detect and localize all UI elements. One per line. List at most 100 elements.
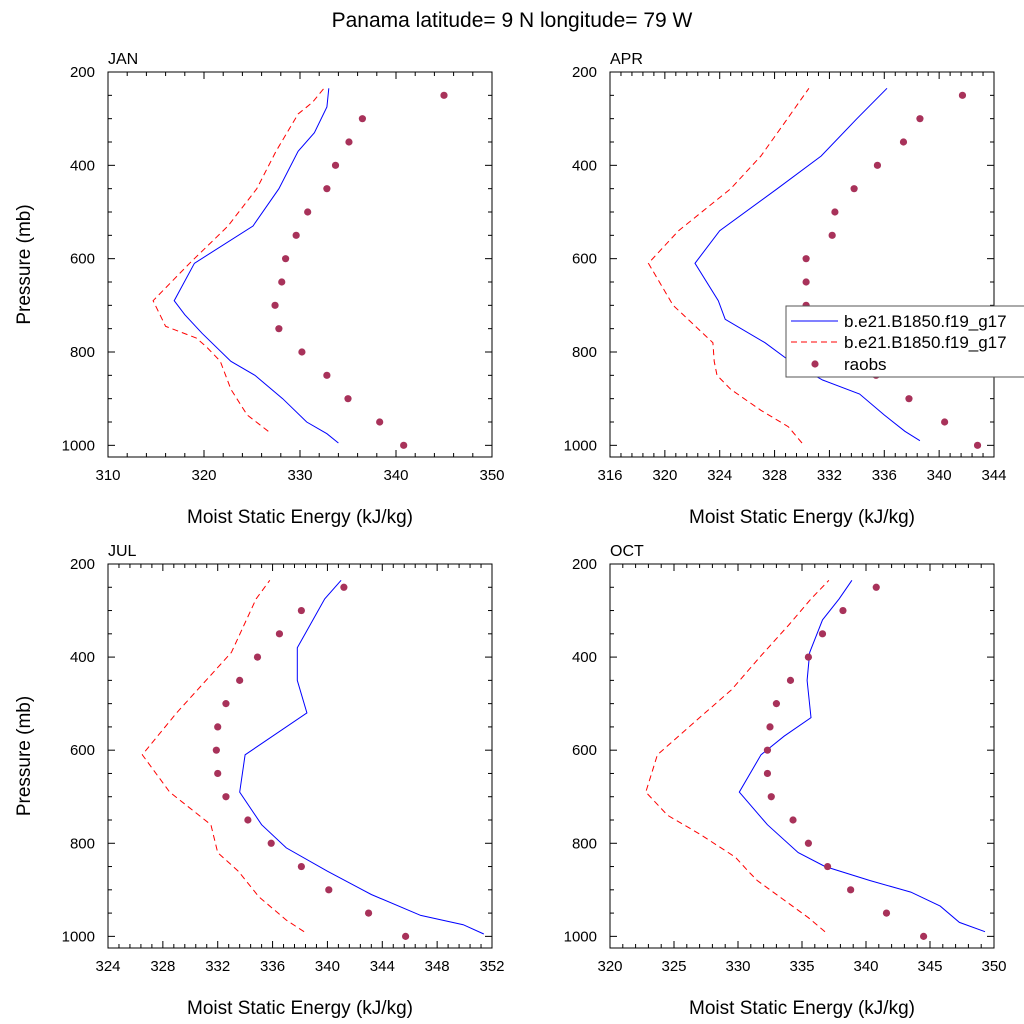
apr-model2-dashed-line (647, 88, 810, 444)
oct-x-tick-label: 335 (789, 958, 814, 975)
oct-raobs-point (804, 839, 813, 847)
jul-x-axis-label: Moist Static Energy (kJ/kg) (187, 998, 413, 1019)
jan-x-tick-label: 350 (479, 467, 504, 484)
jan-y-tick-label: 600 (70, 251, 95, 268)
jan-model1-solid-line (173, 88, 339, 444)
apr-y-tick-label: 1000 (564, 437, 597, 454)
apr-raobs-point (973, 441, 982, 449)
jul-y-tick-label: 200 (70, 556, 95, 573)
jan-raobs-point (358, 115, 366, 123)
legend: b.e21.B1850.f19_g17 b.e21.B1850.f19_g17ra… (785, 305, 1024, 378)
apr-y-tick-label: 600 (572, 251, 597, 268)
oct-raobs-point (920, 932, 928, 940)
figure-title: Panama latitude= 9 N longitude= 79 W (332, 9, 693, 32)
oct-panel-title: OCT (610, 543, 644, 560)
jan-panel: 310 320 330 340 350 200 400 600 800 1000 JAN Moist … (14, 51, 505, 528)
oct-raobs-point (786, 676, 795, 684)
oct-raobs-point (763, 769, 772, 778)
jul-raobs-point (364, 909, 373, 917)
apr-y-tick-label: 800 (572, 344, 597, 361)
oct-x-tick-label: 340 (853, 958, 878, 975)
jan-raobs-point (344, 395, 352, 403)
oct-y-tick-label: 400 (572, 649, 597, 666)
jul-x-tick-label: 332 (205, 958, 230, 975)
jul-raobs-point (267, 839, 275, 847)
jul-panel: 324 328 332 336 340 344 348 352 200 400 600 800 1000… (14, 543, 505, 1019)
jan-y-tick-label: 800 (70, 344, 95, 361)
apr-raobs-point (916, 115, 924, 123)
apr-plot-frame (609, 71, 995, 458)
jan-raobs-point (278, 278, 286, 286)
jul-raobs-point (244, 816, 252, 824)
oct-raobs-point (839, 606, 847, 615)
jul-y-tick-label: 1000 (62, 928, 95, 945)
jul-raobs-point (222, 793, 230, 801)
jul-raobs-point (222, 700, 230, 708)
apr-x-tick-label: 340 (927, 467, 952, 484)
oct-raobs-point (847, 886, 855, 894)
jan-x-tick-label: 320 (191, 467, 216, 484)
jul-raobs-point (340, 583, 348, 591)
jan-raobs-point (400, 441, 408, 449)
jul-x-tick-label: 348 (425, 958, 450, 975)
jul-raobs-point (402, 932, 410, 940)
oct-panel: 320 325 330 335 340 345 350 200 400 600 800 1000 OCT… (564, 543, 1007, 1019)
jan-x-tick-label: 340 (383, 467, 408, 484)
jan-raobs-point (304, 208, 312, 216)
jul-model1-solid-line (239, 579, 485, 935)
apr-raobs-point (831, 208, 839, 216)
apr-y-tick-label: 200 (572, 64, 597, 81)
jul-plot-frame (107, 563, 493, 949)
apr-raobs-point (850, 185, 858, 193)
oct-x-tick-label: 330 (725, 958, 750, 975)
jul-x-tick-label: 336 (260, 958, 285, 975)
oct-model2-dashed-line (645, 579, 830, 933)
apr-raobs-point (828, 231, 836, 239)
oct-x-tick-label: 320 (597, 958, 622, 975)
jul-raobs-point (297, 862, 305, 871)
oct-raobs-point (772, 700, 781, 708)
apr-raobs-point (941, 418, 949, 426)
jul-y-tick-label: 400 (70, 649, 95, 666)
apr-x-tick-label: 336 (872, 467, 897, 484)
jan-raobs-point (345, 138, 353, 146)
jan-y-tick-label: 200 (70, 64, 95, 81)
apr-raobs-point (899, 138, 908, 146)
oct-raobs-point (804, 653, 813, 661)
oct-x-axis-label: Moist Static Energy (kJ/kg) (689, 998, 915, 1019)
jul-y-tick-label: 600 (70, 742, 95, 759)
apr-raobs-point (958, 91, 967, 99)
jan-panel-title: JAN (108, 51, 138, 68)
jul-raobs-point (297, 606, 305, 615)
jul-x-tick-label: 344 (370, 958, 395, 975)
oct-raobs-point (767, 793, 775, 801)
oct-x-tick-label: 350 (981, 958, 1006, 975)
oct-y-tick-label: 200 (572, 556, 597, 573)
legend-entry-label: b.e21.B1850.f19_g17 (844, 312, 1007, 331)
jan-raobs-series (271, 91, 448, 449)
apr-x-tick-label: 344 (981, 467, 1006, 484)
jan-raobs-point (440, 91, 448, 99)
legend-entry-label: raobs (844, 355, 887, 374)
jul-x-tick-label: 324 (95, 958, 120, 975)
jan-y-tick-label: 1000 (62, 437, 95, 454)
jul-raobs-point (275, 630, 284, 638)
oct-x-tick-label: 325 (661, 958, 686, 975)
oct-raobs-point (824, 862, 832, 871)
jul-raobs-point (253, 653, 262, 661)
apr-x-tick-label: 320 (652, 467, 677, 484)
jan-raobs-point (292, 231, 300, 239)
apr-panel: 316 320 324 328 332 336 340 344 200 400 600 800 1000… (564, 51, 1007, 528)
apr-raobs-point (905, 395, 913, 403)
apr-x-tick-label: 324 (707, 467, 732, 484)
apr-raobs-point (873, 161, 882, 169)
jan-x-tick-label: 310 (95, 467, 120, 484)
apr-model1-solid-line (694, 87, 921, 442)
jul-raobs-point (212, 746, 220, 754)
jan-x-axis-label: Moist Static Energy (kJ/kg) (187, 507, 413, 528)
oct-raobs-point (789, 816, 797, 824)
jan-raobs-point (275, 325, 283, 333)
jul-raobs-point (214, 723, 222, 731)
